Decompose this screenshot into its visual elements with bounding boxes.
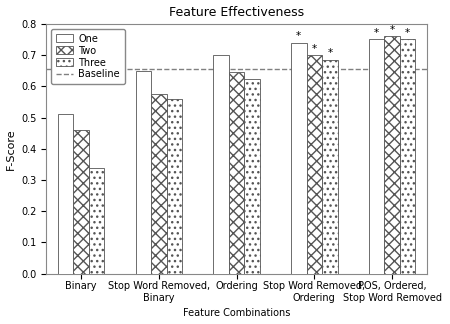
Bar	[369, 40, 384, 274]
Bar	[291, 43, 306, 274]
Text: *: *	[312, 43, 317, 53]
Legend: One, Two, Three, Baseline: One, Two, Three, Baseline	[51, 29, 125, 84]
Bar	[73, 130, 89, 274]
Bar	[135, 71, 151, 274]
Bar	[58, 114, 73, 274]
Bar	[89, 168, 104, 274]
Text: *: *	[374, 28, 379, 38]
Text: *: *	[327, 48, 333, 58]
Bar	[151, 94, 166, 274]
X-axis label: Feature Combinations: Feature Combinations	[183, 308, 290, 318]
Text: *: *	[405, 28, 410, 38]
Text: *: *	[296, 31, 302, 41]
Bar	[229, 72, 244, 274]
Title: Feature Effectiveness: Feature Effectiveness	[169, 6, 304, 18]
Text: *: *	[389, 25, 395, 35]
Bar	[166, 99, 182, 274]
Bar	[244, 78, 260, 274]
Bar	[306, 55, 322, 274]
Bar	[213, 55, 229, 274]
Bar	[384, 36, 400, 274]
Bar	[400, 40, 415, 274]
Bar	[322, 60, 338, 274]
Y-axis label: F-Score: F-Score	[5, 128, 16, 169]
